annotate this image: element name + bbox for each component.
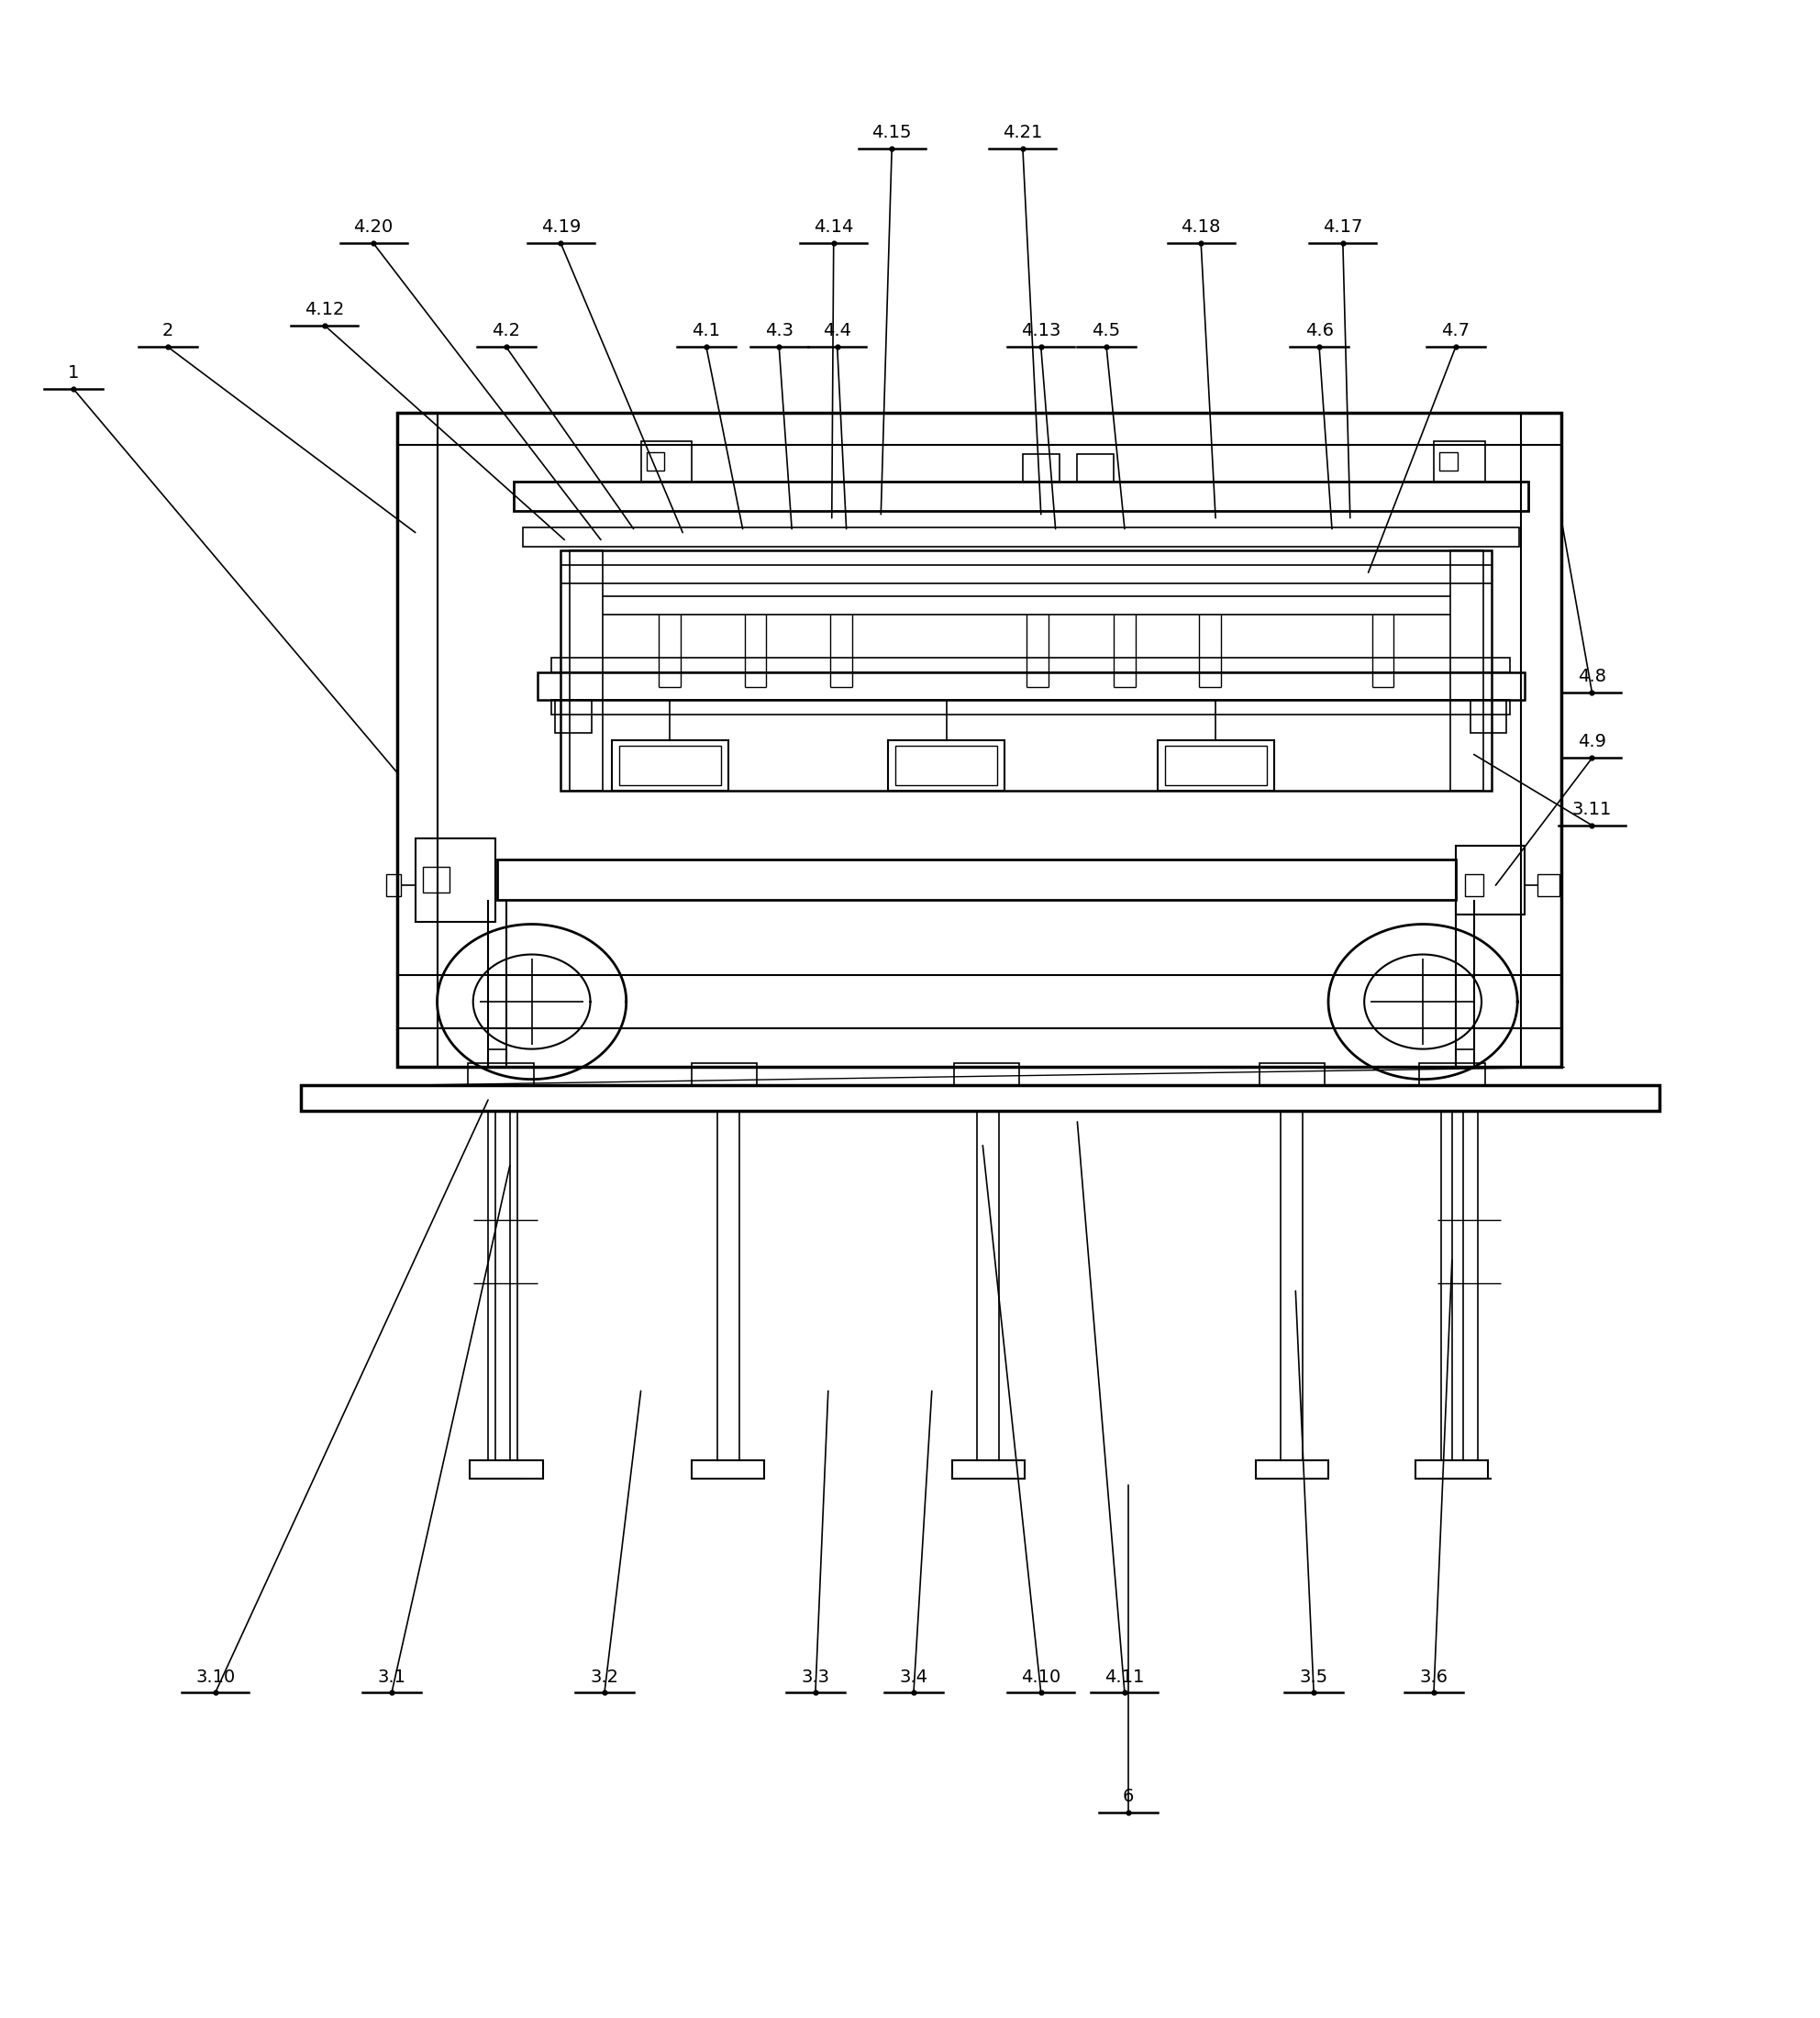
Bar xyxy=(551,700,1511,714)
Bar xyxy=(888,741,1005,791)
Text: 6: 6 xyxy=(1123,1788,1134,1806)
Bar xyxy=(1440,452,1458,470)
Text: 4.1: 4.1 xyxy=(692,323,721,339)
Text: 3.6: 3.6 xyxy=(1420,1669,1449,1685)
Bar xyxy=(1077,454,1114,482)
Text: 4.20: 4.20 xyxy=(353,218,393,236)
Text: 4.15: 4.15 xyxy=(872,123,912,141)
Text: 4.5: 4.5 xyxy=(1092,323,1121,339)
Bar xyxy=(415,837,495,922)
Text: 3.10: 3.10 xyxy=(195,1669,235,1685)
Bar xyxy=(1471,700,1507,733)
Bar xyxy=(397,412,437,1068)
Bar xyxy=(1456,846,1525,914)
Text: 4.2: 4.2 xyxy=(491,323,521,339)
Bar xyxy=(497,860,1456,900)
Bar xyxy=(522,527,1520,547)
Text: 4.17: 4.17 xyxy=(1323,218,1363,236)
Bar xyxy=(1538,874,1560,896)
Bar xyxy=(537,672,1525,700)
Bar xyxy=(470,1459,542,1479)
Text: 2: 2 xyxy=(162,323,173,339)
Bar xyxy=(1451,551,1483,791)
Text: 3.5: 3.5 xyxy=(1299,1669,1329,1685)
Text: 4.19: 4.19 xyxy=(541,218,581,236)
Bar xyxy=(1158,741,1274,791)
Text: 4.10: 4.10 xyxy=(1021,1669,1061,1685)
Bar xyxy=(397,412,1562,1068)
Text: 3.1: 3.1 xyxy=(377,1669,406,1685)
Bar xyxy=(468,1063,533,1086)
Text: 4.12: 4.12 xyxy=(304,301,344,319)
Bar xyxy=(1256,1459,1329,1479)
Text: 4.21: 4.21 xyxy=(1003,123,1043,141)
Bar xyxy=(641,442,692,482)
Bar xyxy=(1165,745,1267,785)
Bar xyxy=(692,1459,764,1479)
Text: 3.4: 3.4 xyxy=(899,1669,928,1685)
Bar xyxy=(895,745,997,785)
Text: 3.3: 3.3 xyxy=(801,1669,830,1685)
Bar xyxy=(1023,454,1059,482)
Bar xyxy=(1465,874,1483,896)
Text: 4.3: 4.3 xyxy=(764,323,794,339)
Bar xyxy=(1522,412,1562,1068)
Bar xyxy=(952,1459,1025,1479)
Text: 3.2: 3.2 xyxy=(590,1669,619,1685)
Text: 1: 1 xyxy=(67,363,78,381)
Bar xyxy=(1434,442,1485,482)
Bar xyxy=(954,1063,1019,1086)
Bar xyxy=(570,551,602,791)
Bar xyxy=(422,868,450,892)
Text: 4.13: 4.13 xyxy=(1021,323,1061,339)
Bar xyxy=(513,482,1529,511)
Text: 4.4: 4.4 xyxy=(823,323,852,339)
Bar xyxy=(300,1086,1660,1110)
Bar xyxy=(612,741,728,791)
Bar xyxy=(551,658,1511,672)
Bar xyxy=(1420,1063,1485,1086)
Bar xyxy=(386,874,400,896)
Bar xyxy=(1416,1459,1489,1479)
Text: 3.11: 3.11 xyxy=(1572,801,1613,817)
Bar xyxy=(1259,1063,1325,1086)
Bar xyxy=(646,452,664,470)
Text: 4.18: 4.18 xyxy=(1181,218,1221,236)
Text: 4.11: 4.11 xyxy=(1105,1669,1145,1685)
Bar xyxy=(555,700,592,733)
Text: 4.9: 4.9 xyxy=(1578,733,1607,751)
Bar xyxy=(692,1063,757,1086)
Text: 4.7: 4.7 xyxy=(1441,323,1471,339)
Text: 4.14: 4.14 xyxy=(814,218,854,236)
Bar xyxy=(619,745,721,785)
Text: 4.6: 4.6 xyxy=(1305,323,1334,339)
Bar xyxy=(561,551,1492,791)
Text: 4.8: 4.8 xyxy=(1578,668,1607,686)
